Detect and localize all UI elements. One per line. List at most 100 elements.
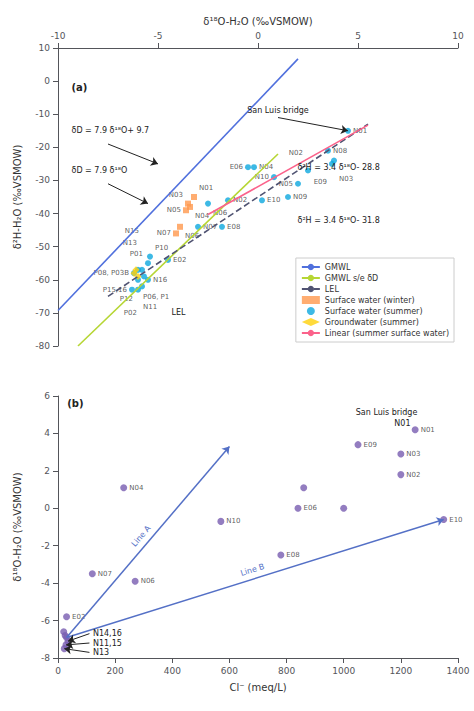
svg-text:N14,16: N14,16 xyxy=(93,629,122,638)
svg-text:0: 0 xyxy=(55,666,61,676)
svg-text:-2: -2 xyxy=(41,541,50,551)
svg-text:N07: N07 xyxy=(157,229,171,237)
svg-text:(a): (a) xyxy=(72,82,88,93)
svg-text:N10: N10 xyxy=(226,517,240,525)
svg-text:N04: N04 xyxy=(129,484,144,492)
svg-text:0: 0 xyxy=(44,76,50,86)
svg-text:P08, P03B: P08, P03B xyxy=(93,269,129,277)
svg-text:δD = 7.9 δ¹⁸O: δD = 7.9 δ¹⁸O xyxy=(72,166,128,175)
svg-text:N05: N05 xyxy=(167,206,181,214)
svg-text:(b): (b) xyxy=(67,398,83,409)
svg-text:Linear (summer surface water): Linear (summer surface water) xyxy=(325,329,449,338)
svg-text:N06: N06 xyxy=(185,231,200,240)
svg-text:200: 200 xyxy=(107,666,124,676)
svg-text:-60: -60 xyxy=(35,275,50,285)
svg-text:P06, P1: P06, P1 xyxy=(143,293,169,301)
svg-text:N10: N10 xyxy=(254,173,269,182)
svg-text:E09: E09 xyxy=(314,178,327,186)
svg-text:5: 5 xyxy=(355,31,361,41)
svg-text:E08: E08 xyxy=(286,551,299,559)
svg-text:E08: E08 xyxy=(227,223,240,231)
svg-text:-40: -40 xyxy=(35,209,50,219)
svg-text:0: 0 xyxy=(255,31,261,41)
svg-text:P10: P10 xyxy=(155,244,168,252)
svg-text:δ²H-H₂O (‰VSMOW): δ²H-H₂O (‰VSMOW) xyxy=(12,145,23,250)
svg-text:N02: N02 xyxy=(289,149,303,157)
svg-text:-4: -4 xyxy=(41,578,50,588)
svg-text:P12: P12 xyxy=(119,294,133,303)
svg-text:δ²H = 3.4 δ¹⁸O- 31.8: δ²H = 3.4 δ¹⁸O- 31.8 xyxy=(298,216,380,225)
svg-text:N01: N01 xyxy=(353,127,367,135)
svg-text:10: 10 xyxy=(39,43,51,53)
svg-text:-20: -20 xyxy=(35,142,50,152)
svg-text:N05: N05 xyxy=(278,179,293,188)
svg-text:4: 4 xyxy=(44,428,50,438)
svg-text:P01: P01 xyxy=(130,250,143,258)
svg-text:-10: -10 xyxy=(51,31,66,41)
svg-text:2: 2 xyxy=(44,466,50,476)
svg-text:N07: N07 xyxy=(203,222,218,231)
svg-text:Surface water (winter): Surface water (winter) xyxy=(325,296,415,305)
svg-text:N02: N02 xyxy=(233,196,248,205)
svg-text:N03: N03 xyxy=(339,175,353,183)
svg-text:600: 600 xyxy=(221,666,238,676)
svg-text:N01: N01 xyxy=(421,426,435,434)
svg-text:1000: 1000 xyxy=(332,666,355,676)
svg-text:-6: -6 xyxy=(41,616,50,626)
svg-text:0: 0 xyxy=(44,503,50,513)
svg-text:Line A: Line A xyxy=(130,523,153,548)
svg-text:LEL: LEL xyxy=(325,285,340,294)
svg-text:Cl⁻ (meq/L): Cl⁻ (meq/L) xyxy=(229,682,286,693)
svg-text:N06: N06 xyxy=(213,208,228,217)
svg-text:δD = 7.9 δ¹⁸O+ 9.7: δD = 7.9 δ¹⁸O+ 9.7 xyxy=(72,126,150,135)
svg-text:-10: -10 xyxy=(35,109,50,119)
svg-text:-8: -8 xyxy=(41,653,50,663)
svg-text:E10: E10 xyxy=(449,516,462,524)
svg-text:N11: N11 xyxy=(143,303,157,311)
svg-text:P15,16: P15,16 xyxy=(103,286,128,294)
svg-text:N03: N03 xyxy=(168,190,183,199)
svg-text:-5: -5 xyxy=(154,31,163,41)
svg-text:N11,15: N11,15 xyxy=(93,639,122,648)
svg-text:400: 400 xyxy=(164,666,181,676)
svg-text:δ²H = 3.4 δ¹⁸O- 28.8: δ²H = 3.4 δ¹⁸O- 28.8 xyxy=(298,163,380,172)
svg-text:Line B: Line B xyxy=(239,562,265,578)
svg-text:N08: N08 xyxy=(333,147,347,155)
svg-text:N04: N04 xyxy=(195,212,210,220)
svg-text:GMWL: GMWL xyxy=(325,263,351,272)
svg-text:10: 10 xyxy=(452,31,464,41)
svg-text:N16: N16 xyxy=(153,276,168,284)
svg-text:-50: -50 xyxy=(35,242,50,252)
svg-text:E09: E09 xyxy=(364,441,377,449)
svg-text:-30: -30 xyxy=(35,175,50,185)
svg-text:N13: N13 xyxy=(93,648,109,657)
svg-text:N07: N07 xyxy=(98,570,112,578)
svg-text:N09: N09 xyxy=(293,193,307,201)
svg-text:1200: 1200 xyxy=(389,666,412,676)
svg-text:6: 6 xyxy=(44,391,50,401)
svg-text:N04: N04 xyxy=(259,163,274,172)
svg-text:E06: E06 xyxy=(304,504,318,512)
svg-text:N13: N13 xyxy=(122,238,137,247)
svg-text:800: 800 xyxy=(278,666,295,676)
svg-text:-70: -70 xyxy=(35,308,50,318)
svg-text:N01: N01 xyxy=(199,184,213,192)
svg-text:E10: E10 xyxy=(267,196,280,204)
svg-text:δ¹⁸O-H₂O (‰VSMOW): δ¹⁸O-H₂O (‰VSMOW) xyxy=(203,16,312,27)
svg-text:San Luis bridge: San Luis bridge xyxy=(247,106,309,115)
svg-text:δ¹⁸O-H₂O (‰VSMOW): δ¹⁸O-H₂O (‰VSMOW) xyxy=(12,472,23,581)
svg-text:1400: 1400 xyxy=(447,666,470,676)
svg-text:Groundwater (summer): Groundwater (summer) xyxy=(325,318,419,327)
svg-text:P02: P02 xyxy=(124,309,137,317)
svg-text:LEL: LEL xyxy=(172,308,187,317)
svg-text:GMWL s/e δD: GMWL s/e δD xyxy=(325,274,378,283)
svg-text:N06: N06 xyxy=(141,577,156,585)
svg-text:Surface water (summer): Surface water (summer) xyxy=(325,307,423,316)
svg-text:E02: E02 xyxy=(173,256,186,264)
svg-text:-80: -80 xyxy=(35,341,50,351)
svg-text:San Luis bridge: San Luis bridge xyxy=(356,408,418,417)
svg-text:N01: N01 xyxy=(394,419,410,428)
svg-text:N03: N03 xyxy=(406,450,420,458)
svg-text:N02: N02 xyxy=(406,471,420,479)
svg-text:E06: E06 xyxy=(230,163,244,171)
